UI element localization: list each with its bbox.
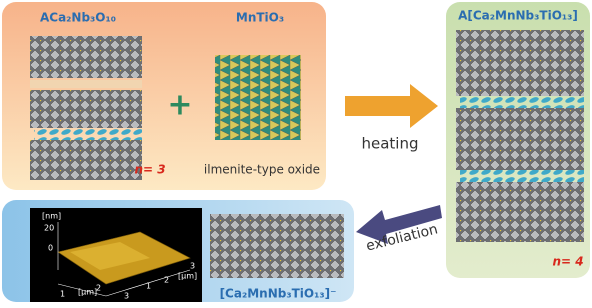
diagram: ACa₂Nb₃O₁₀ n= 3 + MnTiO₃ ilmenite-type o… [0,0,592,304]
nanosheet-title: [Ca₂MnNb₃TiO₁₃]⁻ [220,287,337,301]
afm-x-tick: 3 [124,292,129,301]
ilmenite-structure [215,55,301,140]
product-n: n= 4 [552,255,583,269]
heating-arrow [345,84,438,128]
product-structure [456,30,584,242]
oxide-title: MnTiO₃ [236,11,284,25]
plus: + [167,88,192,123]
afm-x-unit: [μm] [78,288,97,297]
afm-y-tick: 3 [190,262,195,271]
afm-image [30,208,202,302]
afm-x-tick: 2 [96,284,101,293]
afm-x-tick: 1 [60,290,65,299]
afm-z-unit: [nm] [42,212,61,221]
afm-y-tick: 2 [164,276,169,285]
heating-label: heating [361,135,418,153]
precursor-structure [30,36,142,180]
afm-z-tick: 20 [44,224,54,233]
precursor-n: n= 3 [134,163,165,177]
afm-z-tick: 0 [48,244,53,253]
precursor-title: ACa₂Nb₃O₁₀ [40,11,116,25]
nanosheet-structure [210,214,344,278]
product-title: A[Ca₂MnNb₃TiO₁₃] [458,9,578,23]
afm-y-unit: [μm] [178,272,197,281]
afm-y-tick: 1 [146,282,151,291]
oxide-caption: ilmenite-type oxide [204,163,320,177]
